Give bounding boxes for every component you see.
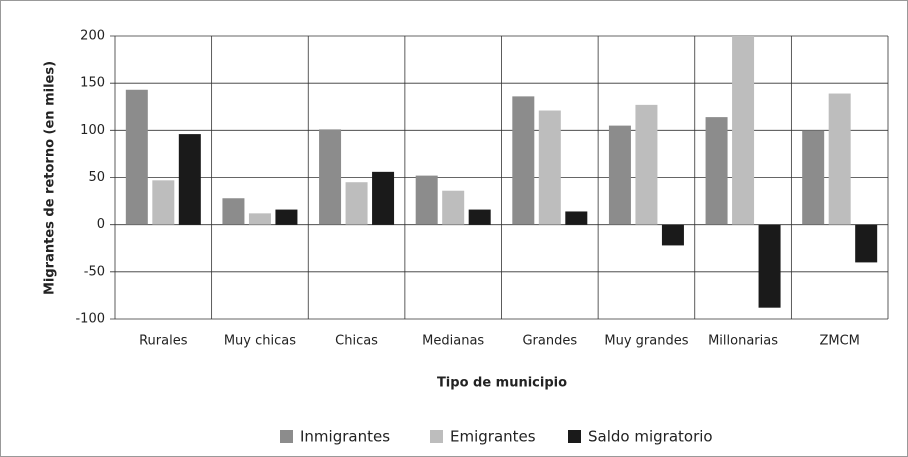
bar	[635, 104, 658, 225]
x-tick-label: ZMCM	[819, 334, 859, 349]
y-axis-label: Migrantes de retorno (en miles)	[43, 61, 58, 295]
bar	[468, 209, 491, 225]
y-tick-label: 200	[80, 29, 105, 44]
bar	[565, 211, 588, 225]
x-tick-label: Rurales	[139, 334, 188, 349]
x-axis-label: Tipo de municipio	[437, 376, 567, 391]
bar	[415, 175, 438, 225]
legend-label: Saldo migratorio	[588, 428, 713, 446]
y-tick-label: 100	[80, 123, 105, 138]
legend-swatch	[568, 430, 581, 443]
y-tick-label: -100	[75, 312, 105, 327]
bar	[319, 129, 342, 225]
bar	[608, 125, 631, 225]
y-tick-label: -50	[84, 264, 105, 279]
bar	[538, 110, 561, 225]
bar	[222, 198, 245, 225]
bar	[758, 224, 781, 308]
y-tick-label: 0	[97, 217, 105, 232]
legend-label: Emigrantes	[450, 428, 536, 446]
bar	[372, 171, 395, 225]
bar	[248, 213, 271, 225]
x-tick-label: Millonarias	[708, 334, 778, 349]
x-tick-label: Chicas	[335, 334, 378, 349]
x-tick-label: Muy chicas	[224, 334, 296, 349]
bar	[178, 134, 201, 225]
bar	[275, 209, 298, 225]
bar	[152, 180, 175, 225]
y-tick-label: 50	[88, 170, 105, 185]
bar	[732, 36, 755, 225]
bar	[345, 182, 368, 225]
y-tick-label: 150	[80, 76, 105, 91]
x-tick-label: Grandes	[522, 334, 577, 349]
bar	[512, 96, 535, 225]
bar	[855, 224, 878, 263]
x-tick-label: Muy grandes	[604, 334, 688, 349]
x-tick-label: Medianas	[422, 334, 484, 349]
legend-label: Inmigrantes	[300, 428, 390, 446]
legend-swatch	[280, 430, 293, 443]
bar	[661, 224, 684, 246]
bar	[125, 89, 148, 225]
bar	[828, 93, 851, 225]
bar	[802, 130, 825, 225]
bar	[442, 190, 465, 225]
bar	[705, 117, 728, 225]
legend-swatch	[430, 430, 443, 443]
